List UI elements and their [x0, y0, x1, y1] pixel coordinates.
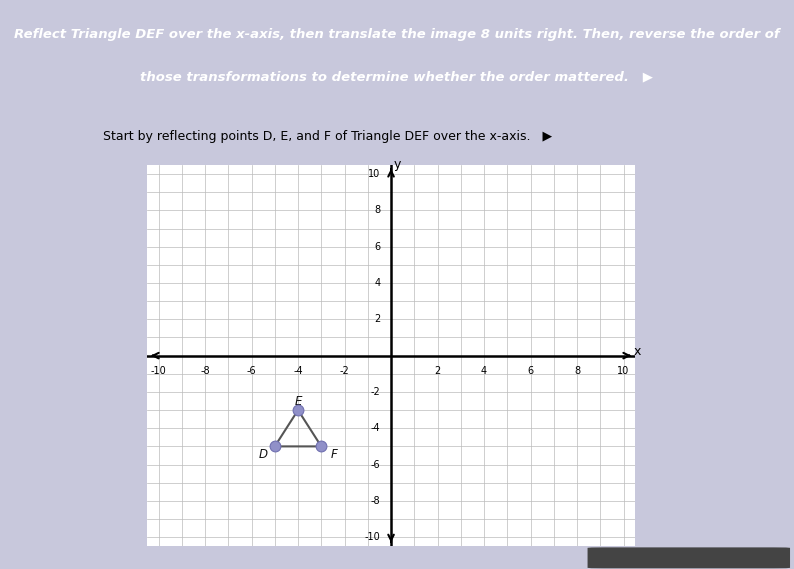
- Text: those transformations to determine whether the order mattered.   ▶: those transformations to determine wheth…: [141, 71, 653, 84]
- Text: -6: -6: [247, 366, 256, 376]
- Text: 8: 8: [375, 205, 380, 216]
- Text: 2: 2: [434, 366, 441, 376]
- Text: D: D: [259, 448, 268, 461]
- Text: F: F: [330, 448, 337, 461]
- Text: 8: 8: [574, 366, 580, 376]
- Text: -10: -10: [364, 532, 380, 542]
- Point: [268, 442, 281, 451]
- Text: -2: -2: [371, 387, 380, 397]
- Text: -2: -2: [340, 366, 349, 376]
- Text: -8: -8: [371, 496, 380, 506]
- Text: 4: 4: [481, 366, 487, 376]
- FancyBboxPatch shape: [588, 547, 790, 568]
- Text: -8: -8: [200, 366, 210, 376]
- Text: Reflect Triangle DEF over the x-axis, then translate the image 8 units right. Th: Reflect Triangle DEF over the x-axis, th…: [14, 28, 780, 40]
- Text: y: y: [393, 158, 400, 171]
- Text: 6: 6: [375, 242, 380, 251]
- Text: 10: 10: [618, 366, 630, 376]
- Text: Start by reflecting points D, E, and F of Triangle DEF over the x-axis.   ▶: Start by reflecting points D, E, and F o…: [103, 130, 553, 143]
- Text: -4: -4: [371, 423, 380, 433]
- Point: [291, 406, 304, 415]
- Text: -10: -10: [151, 366, 167, 376]
- Text: -6: -6: [371, 460, 380, 469]
- Text: 2: 2: [374, 314, 380, 324]
- Point: [315, 442, 328, 451]
- Text: Enter ✓: Enter ✓: [661, 551, 717, 564]
- Text: x: x: [634, 345, 642, 357]
- Text: E: E: [295, 394, 302, 407]
- Text: 10: 10: [368, 169, 380, 179]
- Text: 6: 6: [527, 366, 534, 376]
- Text: -4: -4: [293, 366, 303, 376]
- Text: 4: 4: [375, 278, 380, 288]
